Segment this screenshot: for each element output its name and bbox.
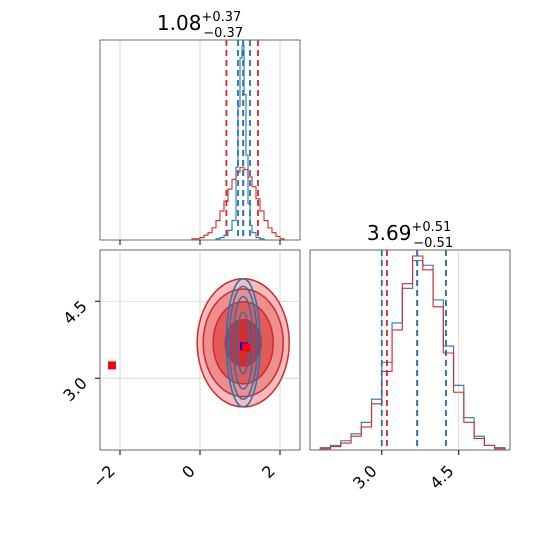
contour-level	[236, 311, 250, 375]
title-param-2: 3.69+0.51 −0.51	[367, 220, 453, 251]
contour-level	[228, 285, 258, 400]
title-param-1: 1.08+0.37 −0.37	[157, 10, 243, 41]
panel-marginal-2	[309, 249, 511, 451]
panel-marginal-1	[99, 39, 301, 241]
contour-level	[232, 295, 254, 390]
histogram-series	[319, 255, 506, 450]
marker-point	[242, 343, 250, 352]
contour-level	[225, 277, 261, 408]
marker-point	[108, 361, 116, 370]
histogram-series	[191, 166, 285, 240]
panel-joint	[99, 249, 301, 451]
